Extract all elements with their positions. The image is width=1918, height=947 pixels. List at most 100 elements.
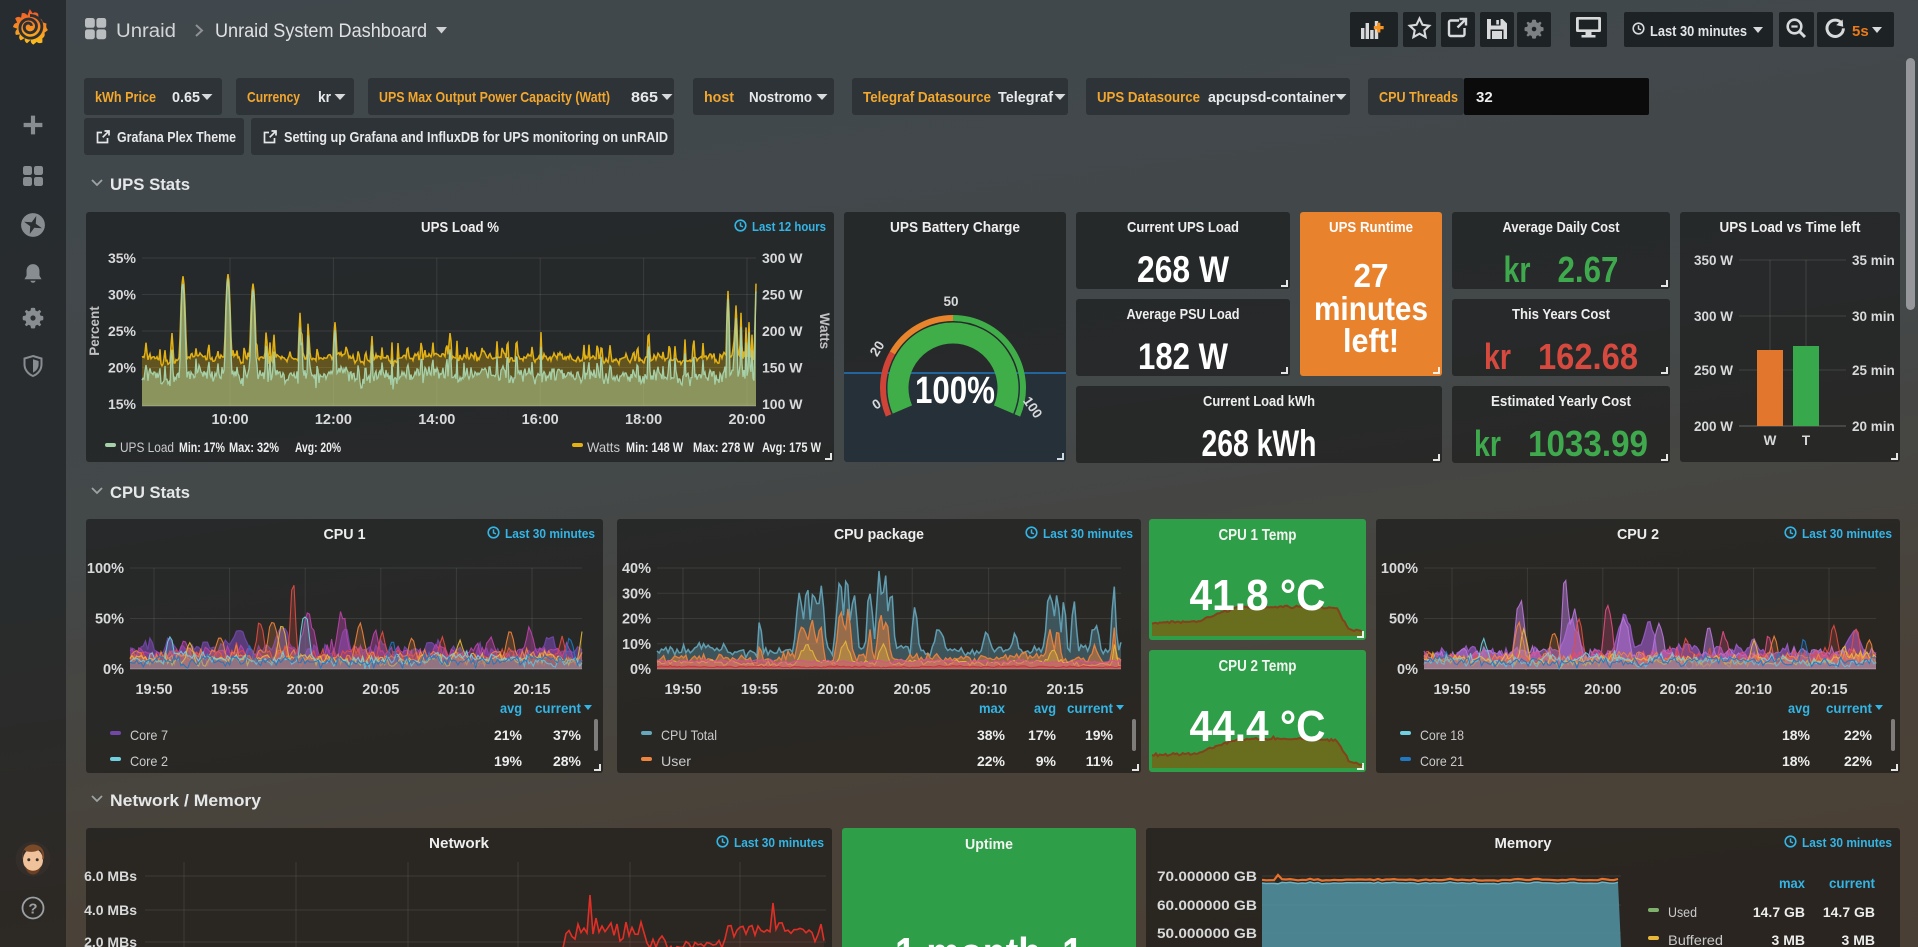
svg-text:CPU package: CPU package <box>834 526 924 543</box>
svg-text:Core 7: Core 7 <box>130 727 168 743</box>
svg-text:UPS Max Output Power Capacity: UPS Max Output Power Capacity (Watt) <box>379 89 610 106</box>
svg-text:44.4 °C: 44.4 °C <box>1190 702 1326 751</box>
svg-text:avg: avg <box>500 701 522 716</box>
svg-text:20%: 20% <box>108 360 137 376</box>
svg-text:2.0 MBs: 2.0 MBs <box>84 934 137 947</box>
svg-text:Core 18: Core 18 <box>1420 727 1464 743</box>
svg-text:max: max <box>979 701 1005 716</box>
svg-text:19:55: 19:55 <box>211 682 248 698</box>
svg-text:Avg: 175 W: Avg: 175 W <box>762 439 822 455</box>
svg-text:25 min: 25 min <box>1852 363 1895 378</box>
svg-text:268 kWh: 268 kWh <box>1202 423 1317 464</box>
svg-text:Setting up Grafana and InfluxD: Setting up Grafana and InfluxDB for UPS … <box>284 129 668 146</box>
svg-text:minutes: minutes <box>1314 290 1428 327</box>
svg-text:18%: 18% <box>1782 753 1811 769</box>
svg-text:Average Daily Cost: Average Daily Cost <box>1503 219 1620 236</box>
svg-text:40%: 40% <box>622 561 651 577</box>
svg-text:35%: 35% <box>108 250 137 266</box>
svg-text:left!: left! <box>1343 322 1399 359</box>
svg-text:5s: 5s <box>1852 23 1869 40</box>
svg-text:Memory: Memory <box>1495 835 1553 852</box>
svg-text:100%: 100% <box>87 561 124 577</box>
svg-text:This Years Cost: This Years Cost <box>1512 306 1610 323</box>
svg-text:19%: 19% <box>494 753 523 769</box>
svg-text:Last 30 minutes: Last 30 minutes <box>505 526 595 541</box>
svg-text:Current UPS Load: Current UPS Load <box>1127 219 1239 236</box>
svg-text:UPS Load vs Time left: UPS Load vs Time left <box>1720 219 1861 236</box>
svg-text:Unraid System Dashboard: Unraid System Dashboard <box>215 21 427 42</box>
svg-text:20 min: 20 min <box>1852 419 1895 434</box>
svg-text:20:00: 20:00 <box>728 412 765 428</box>
svg-text:41.8 °C: 41.8 °C <box>1190 571 1326 620</box>
svg-text:10%: 10% <box>622 637 651 653</box>
svg-text:Core 2: Core 2 <box>130 753 168 769</box>
svg-text:11%: 11% <box>1086 753 1114 769</box>
svg-text:3 MB: 3 MB <box>1772 932 1805 947</box>
svg-text:Network / Memory: Network / Memory <box>110 792 262 810</box>
svg-text:current: current <box>535 701 581 716</box>
svg-text:865: 865 <box>631 89 658 106</box>
svg-text:19:50: 19:50 <box>1433 682 1470 698</box>
svg-text:apcupsd-container: apcupsd-container <box>1208 89 1335 106</box>
svg-text:18%: 18% <box>1782 727 1811 743</box>
svg-text:Buffered: Buffered <box>1668 932 1723 947</box>
svg-text:Watts: Watts <box>817 313 832 349</box>
svg-text:300 W: 300 W <box>1694 309 1733 324</box>
svg-text:9%: 9% <box>1036 753 1057 769</box>
svg-text:20:05: 20:05 <box>1660 682 1697 698</box>
svg-text:20:10: 20:10 <box>970 682 1007 698</box>
svg-text:Uptime: Uptime <box>965 836 1013 853</box>
svg-text:Telegraf Datasource: Telegraf Datasource <box>863 89 991 106</box>
svg-text:350 W: 350 W <box>1694 253 1733 268</box>
svg-text:Last 30 minutes: Last 30 minutes <box>1802 526 1892 541</box>
svg-text:UPS Load: UPS Load <box>120 439 174 455</box>
svg-text:22%: 22% <box>977 753 1006 769</box>
svg-text:17%: 17% <box>1028 727 1057 743</box>
svg-text:200 W: 200 W <box>762 323 803 339</box>
svg-text:6.0 MBs: 6.0 MBs <box>84 868 137 884</box>
svg-text:250 W: 250 W <box>1694 363 1733 378</box>
svg-text:50: 50 <box>943 294 958 309</box>
svg-text:UPS Load %: UPS Load % <box>421 219 499 236</box>
svg-text:50%: 50% <box>95 612 124 628</box>
svg-text:avg: avg <box>1034 701 1056 716</box>
svg-text:50.000000 GB: 50.000000 GB <box>1157 925 1257 941</box>
svg-text:Current Load kWh: Current Load kWh <box>1203 393 1315 410</box>
svg-text:kWh Price: kWh Price <box>95 89 156 106</box>
svg-text:100%: 100% <box>915 370 995 412</box>
svg-text:200 W: 200 W <box>1694 419 1733 434</box>
svg-text:host: host <box>704 89 734 106</box>
svg-text:UPS Stats: UPS Stats <box>110 176 190 194</box>
svg-text:T: T <box>1802 433 1811 448</box>
svg-text:15%: 15% <box>108 396 137 412</box>
svg-text:70.000000 GB: 70.000000 GB <box>1157 868 1257 884</box>
svg-text:Estimated Yearly Cost: Estimated Yearly Cost <box>1491 393 1631 410</box>
svg-text:250 W: 250 W <box>762 287 803 303</box>
svg-text:Used: Used <box>1668 904 1697 920</box>
svg-text:max: max <box>1779 876 1805 891</box>
svg-text:20:15: 20:15 <box>513 682 550 698</box>
svg-text:W: W <box>1764 433 1777 448</box>
svg-text:Currency: Currency <box>247 89 301 106</box>
svg-text:?: ? <box>28 901 37 918</box>
svg-text:Avg: 20%: Avg: 20% <box>295 439 341 455</box>
svg-text:current: current <box>1829 876 1875 891</box>
svg-text:38%: 38% <box>977 727 1006 743</box>
svg-text:20:15: 20:15 <box>1046 682 1083 698</box>
svg-text:User: User <box>661 753 691 769</box>
svg-text:CPU 1: CPU 1 <box>324 526 366 543</box>
svg-text:20%: 20% <box>622 612 651 628</box>
svg-text:25%: 25% <box>108 323 137 339</box>
svg-text:18:00: 18:00 <box>625 412 662 428</box>
svg-text:268 W: 268 W <box>1137 249 1229 290</box>
svg-text:20:00: 20:00 <box>1584 682 1621 698</box>
svg-text:CPU Threads: CPU Threads <box>1379 89 1458 106</box>
svg-text:14.7 GB: 14.7 GB <box>1753 904 1805 920</box>
svg-text:Last 30 minutes: Last 30 minutes <box>1043 526 1133 541</box>
svg-text:avg: avg <box>1788 701 1810 716</box>
svg-text:100 W: 100 W <box>762 396 803 412</box>
svg-text:100%: 100% <box>1381 561 1418 577</box>
svg-text:Min: 148 W: Min: 148 W <box>626 439 684 455</box>
svg-text:kr: kr <box>1484 336 1511 377</box>
svg-text:28%: 28% <box>553 753 582 769</box>
